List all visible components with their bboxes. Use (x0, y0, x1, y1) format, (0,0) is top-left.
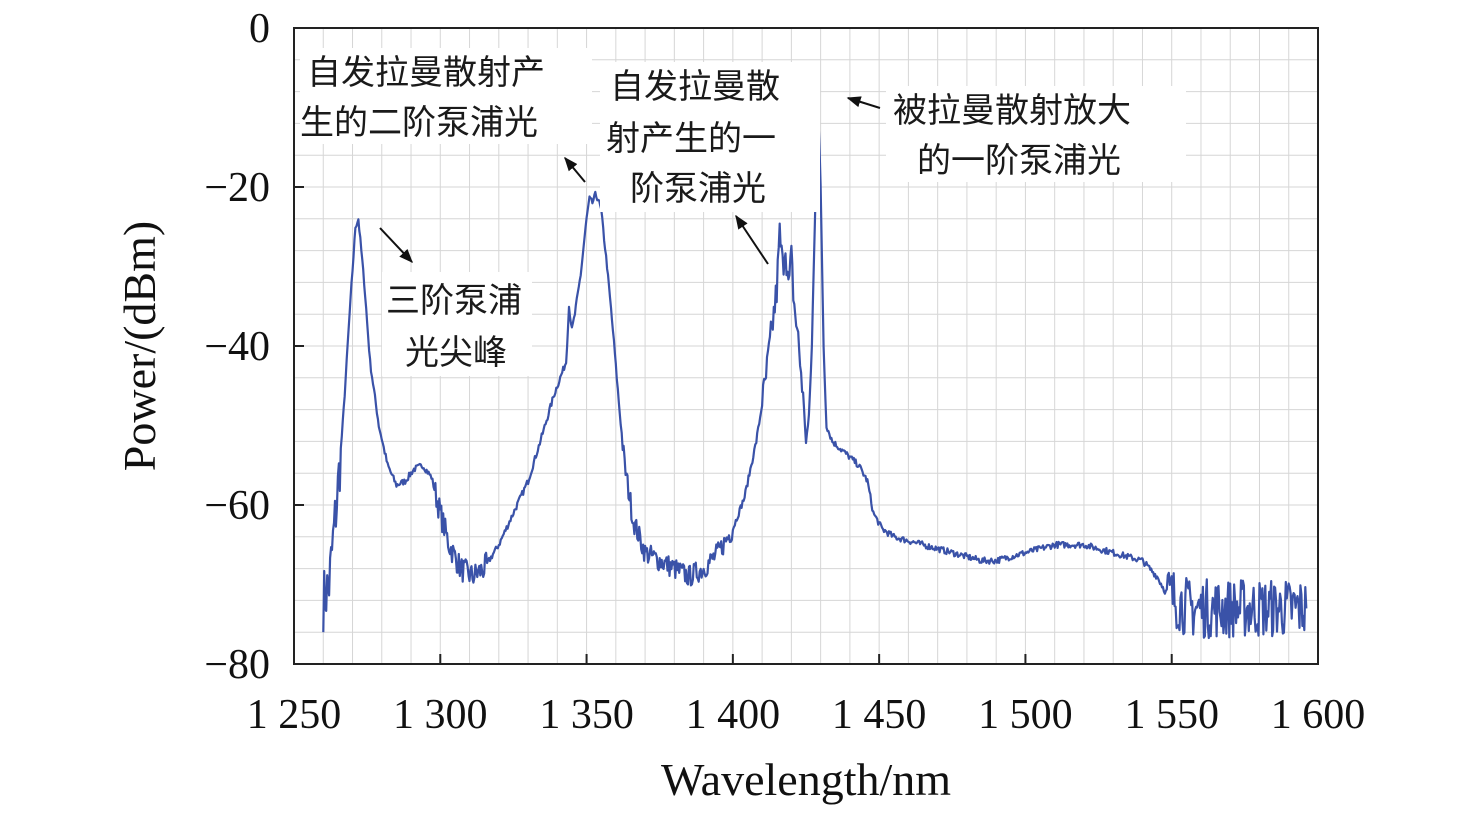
x-axis-label: Wavelength/nm (661, 754, 951, 805)
series-line (322, 92, 1308, 640)
annotation-amplified-pump-line-1: 被拉曼散射放大 (893, 91, 1131, 131)
annotation-second-pump-line-2: 生的二阶泵浦光 (300, 103, 538, 143)
annotation-arrow (564, 156, 586, 183)
annotation-bg (382, 272, 532, 376)
x-tick-label: 1 500 (978, 692, 1073, 738)
y-axis-label: Power/(dBm) (114, 221, 165, 471)
x-tick-label: 1 250 (247, 692, 342, 738)
y-tick-label: −20 (204, 165, 270, 211)
x-axis: 1 250 1 300 1 350 1 400 1 450 1 500 1 550 1 600 (247, 654, 1366, 738)
y-tick-label: 0 (249, 6, 270, 52)
y-tick-label: −60 (204, 483, 270, 529)
annotation-first-pump-spont-line-1: 自发拉曼散 (610, 67, 780, 107)
x-tick-label: 1 600 (1271, 692, 1366, 738)
annotation-bg (886, 86, 1186, 182)
annotation-arrow (379, 227, 413, 264)
annotation-first-pump-spont-line-3: 阶泵浦光 (630, 169, 766, 209)
y-tick-label: −40 (204, 324, 270, 370)
annotation-third-pump-line-1: 三阶泵浦 (386, 281, 522, 321)
annotation-first-pump-spont-line-2: 射产生的一 (606, 119, 776, 159)
annotation-arrow (735, 214, 769, 265)
annotation-arrow (846, 96, 881, 109)
annotation-third-pump-line-2: 光尖峰 (405, 333, 507, 373)
y-axis: 0 −20 −40 −60 −80 (204, 6, 304, 688)
x-tick-label: 1 300 (393, 692, 488, 738)
annotation-bg (600, 62, 820, 212)
y-tick-label: −80 (204, 642, 270, 688)
annotation-amplified-pump-line-2: 的一阶泵浦光 (917, 141, 1121, 181)
x-tick-label: 1 350 (539, 692, 634, 738)
annotation-bg (300, 48, 592, 144)
x-tick-label: 1 550 (1124, 692, 1219, 738)
x-tick-label: 1 450 (832, 692, 927, 738)
annotation-second-pump-line-1: 自发拉曼散射产 (307, 53, 545, 93)
x-tick-label: 1 400 (686, 692, 781, 738)
